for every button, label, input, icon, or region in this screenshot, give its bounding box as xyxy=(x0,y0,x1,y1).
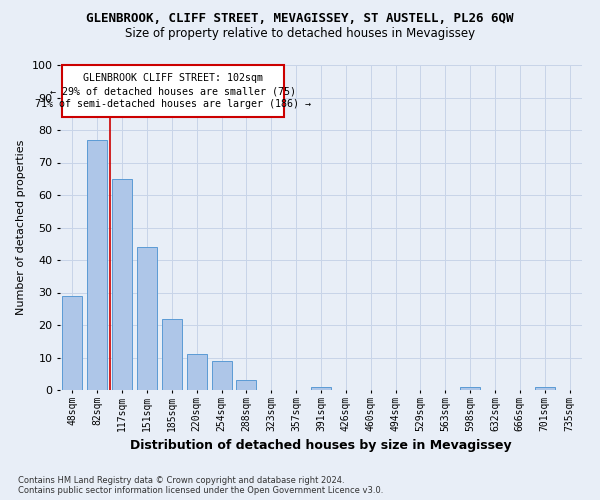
Text: GLENBROOK, CLIFF STREET, MEVAGISSEY, ST AUSTELL, PL26 6QW: GLENBROOK, CLIFF STREET, MEVAGISSEY, ST … xyxy=(86,12,514,26)
Text: Contains HM Land Registry data © Crown copyright and database right 2024.
Contai: Contains HM Land Registry data © Crown c… xyxy=(18,476,383,495)
Bar xyxy=(62,296,82,390)
Bar xyxy=(62,65,284,117)
Text: Size of property relative to detached houses in Mevagissey: Size of property relative to detached ho… xyxy=(125,28,475,40)
Bar xyxy=(187,354,206,390)
Bar xyxy=(460,387,480,390)
Y-axis label: Number of detached properties: Number of detached properties xyxy=(16,140,26,315)
Text: GLENBROOK CLIFF STREET: 102sqm: GLENBROOK CLIFF STREET: 102sqm xyxy=(83,73,263,83)
Bar xyxy=(88,140,107,390)
Bar xyxy=(162,318,182,390)
X-axis label: Distribution of detached houses by size in Mevagissey: Distribution of detached houses by size … xyxy=(130,439,512,452)
Bar xyxy=(311,387,331,390)
Bar xyxy=(236,380,256,390)
Bar xyxy=(535,387,554,390)
Bar xyxy=(212,361,232,390)
Bar xyxy=(112,179,132,390)
Bar xyxy=(137,247,157,390)
Text: ← 29% of detached houses are smaller (75): ← 29% of detached houses are smaller (75… xyxy=(50,86,296,96)
Text: 71% of semi-detached houses are larger (186) →: 71% of semi-detached houses are larger (… xyxy=(35,99,311,109)
